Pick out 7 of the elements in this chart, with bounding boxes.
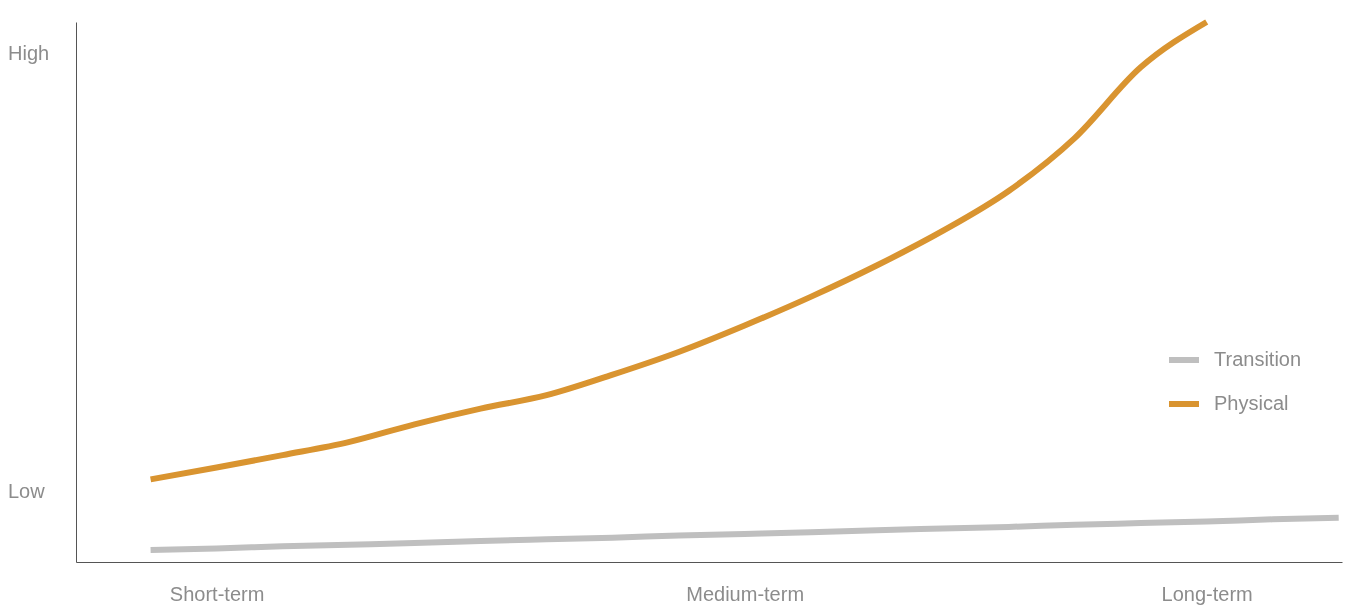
text: Low [8, 479, 46, 502]
legend-label: Physical [1214, 392, 1289, 414]
x-tick-label: Short-term [169, 582, 265, 605]
text: High [8, 42, 50, 65]
x-tick-label: Medium-term [686, 582, 805, 605]
legend-label: Transition [1214, 348, 1302, 370]
x-tick-label: Long-term [1161, 582, 1253, 605]
